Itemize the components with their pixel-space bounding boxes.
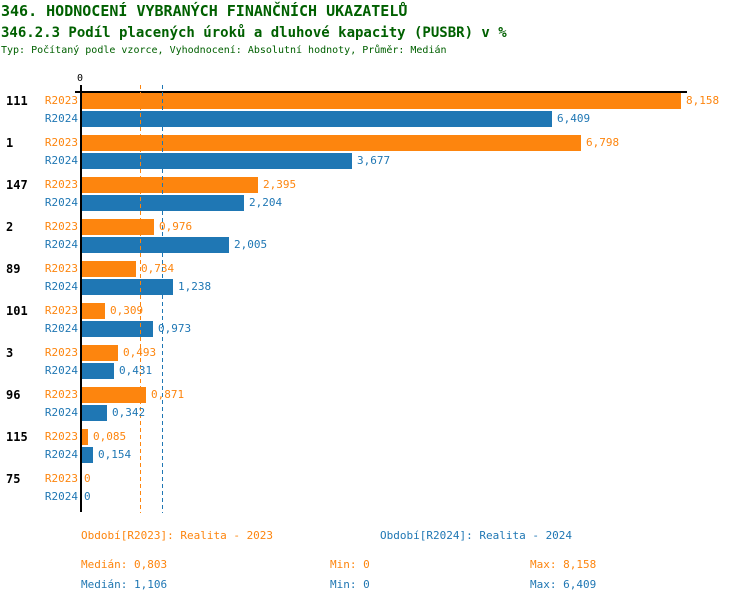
bar-r2024	[82, 236, 229, 253]
bar-value-label: 0	[84, 489, 91, 503]
bar-value-label: 8,158	[686, 94, 720, 107]
bar-value-label: 0,154	[98, 447, 132, 461]
bar-r2023	[82, 345, 118, 361]
footer-min-r2024: Min: 0	[330, 578, 370, 591]
y-axis-line	[80, 85, 82, 512]
series-label-r2023: R2023	[44, 346, 78, 359]
bar-r2024	[82, 404, 107, 421]
median-line-r2024	[162, 85, 163, 513]
category-label: 101	[6, 304, 28, 318]
series-label-r2024: R2024	[44, 321, 78, 335]
page-title: 346. HODNOCENÍ VYBRANÝCH FINANČNÍCH UKAZ…	[1, 2, 408, 20]
footer-period-r2023: Období[R2023]: Realita - 2023	[81, 529, 274, 542]
footer-max-r2024: Max: 6,409	[530, 578, 597, 591]
footer-median-r2023: Medián: 0,803	[81, 558, 168, 571]
category-label: 2	[6, 220, 14, 234]
bar-r2023	[82, 303, 105, 319]
bar-value-label: 0,871	[151, 388, 185, 401]
footer-median-r2024: Medián: 1,106	[81, 578, 168, 591]
series-label-r2024: R2024	[44, 363, 78, 377]
bar-r2024	[82, 320, 153, 337]
bar-value-label: 2,005	[234, 237, 268, 251]
series-label-r2023: R2023	[44, 136, 78, 149]
bar-r2024	[82, 362, 114, 379]
series-label-r2024: R2024	[44, 153, 78, 167]
series-label-r2024: R2024	[44, 195, 78, 209]
bar-value-label: 0,734	[141, 262, 175, 275]
series-label-r2024: R2024	[44, 237, 78, 251]
series-label-r2023: R2023	[44, 472, 78, 485]
bar-r2024	[82, 152, 352, 169]
x-axis-line	[75, 91, 687, 93]
category-label: 115	[6, 430, 28, 444]
series-label-r2024: R2024	[44, 111, 78, 125]
bar-r2023	[82, 93, 681, 109]
bar-r2023	[82, 429, 88, 445]
series-label-r2023: R2023	[44, 220, 78, 233]
x-axis-zero-tick-label: 0	[76, 73, 84, 84]
series-label-r2024: R2024	[44, 447, 78, 461]
bar-value-label: 0,976	[159, 220, 193, 233]
bar-r2023	[82, 219, 154, 235]
series-label-r2024: R2024	[44, 279, 78, 293]
bar-value-label: 0	[84, 472, 91, 485]
series-label-r2023: R2023	[44, 304, 78, 317]
bar-value-label: 6,409	[557, 111, 591, 125]
chart-subtitle: 346.2.3 Podíl placených úroků a dluhové …	[1, 25, 507, 41]
footer-max-r2023: Max: 8,158	[530, 558, 597, 571]
bar-value-label: 1,238	[178, 279, 212, 293]
chart-type-line: Typ: Počítaný podle vzorce, Vyhodnocení:…	[1, 45, 447, 56]
category-label: 1	[6, 136, 14, 150]
bar-r2024	[82, 194, 244, 211]
bar-r2024	[82, 110, 552, 127]
bar-value-label: 6,798	[586, 136, 620, 149]
bar-r2023	[82, 387, 146, 403]
footer-period-r2024: Období[R2024]: Realita - 2024	[380, 529, 573, 542]
bar-r2023	[82, 177, 258, 193]
bar-value-label: 0,342	[112, 405, 146, 419]
category-label: 75	[6, 472, 21, 486]
series-label-r2023: R2023	[44, 262, 78, 275]
category-label: 111	[6, 94, 28, 108]
bar-value-label: 0,493	[123, 346, 157, 359]
series-label-r2024: R2024	[44, 405, 78, 419]
category-label: 89	[6, 262, 21, 276]
bar-r2023	[82, 261, 136, 277]
bar-value-label: 0,431	[119, 363, 153, 377]
footer-min-r2023: Min: 0	[330, 558, 370, 571]
series-label-r2023: R2023	[44, 430, 78, 443]
series-label-r2023: R2023	[44, 388, 78, 401]
series-label-r2023: R2023	[44, 178, 78, 191]
series-label-r2024: R2024	[44, 489, 78, 503]
bar-value-label: 2,395	[263, 178, 297, 191]
category-label: 147	[6, 178, 28, 192]
series-label-r2023: R2023	[44, 94, 78, 107]
bar-value-label: 0,085	[93, 430, 127, 443]
bar-value-label: 3,677	[357, 153, 391, 167]
category-label: 96	[6, 388, 21, 402]
bar-value-label: 2,204	[249, 195, 283, 209]
bar-value-label: 0,973	[158, 321, 192, 335]
bar-r2024	[82, 278, 173, 295]
bar-r2023	[82, 135, 581, 151]
median-line-r2023	[140, 85, 141, 513]
bar-r2024	[82, 446, 93, 463]
category-label: 3	[6, 346, 14, 360]
bar-value-label: 0,309	[110, 304, 144, 317]
